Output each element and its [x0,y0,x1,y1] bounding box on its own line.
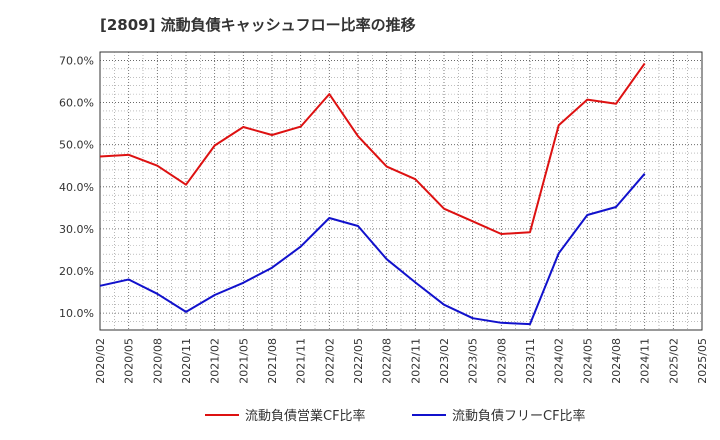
x-tick-label: 2022/11 [409,338,422,384]
x-axis: 2020/02 2020/05 2020/08 2020/11 2021/02 2021/… [94,338,709,384]
x-tick-label: 2024/02 [553,338,566,384]
x-tick-label: 2022/02 [323,338,336,384]
x-tick-label: 2020/11 [180,338,193,384]
x-tick-label: 2023/08 [495,338,508,384]
x-tick-label: 2020/05 [123,338,136,384]
y-tick-label: 30.0% [59,223,94,236]
x-tick-label: 2020/08 [151,338,164,384]
x-tick-label: 2021/11 [295,338,308,384]
x-tick-label: 2023/05 [467,338,480,384]
y-tick-label: 50.0% [59,139,94,152]
y-tick-label: 70.0% [59,54,94,67]
y-tick-label: 40.0% [59,181,94,194]
x-tick-label: 2021/02 [209,338,222,384]
series-line-operating-cf [99,62,646,235]
legend-label-operating-cf: 流動負債営業CF比率 [245,408,366,424]
x-tick-label: 2024/05 [581,338,594,384]
x-tick-label: 2025/02 [667,338,680,384]
x-tick-label: 2024/11 [639,338,652,384]
x-tick-label: 2022/05 [352,338,365,384]
y-tick-label: 60.0% [59,97,94,110]
x-tick-label: 2024/08 [610,338,623,384]
y-tick-label: 20.0% [59,265,94,278]
series-line-free-cf [99,173,646,326]
x-tick-label: 2023/02 [438,338,451,384]
x-tick-label: 2025/05 [696,338,709,384]
grid-lines [100,52,702,330]
y-axis: 10.0% 20.0% 30.0% 40.0% 50.0% 60.0% 70.0% [59,54,94,320]
x-tick-label: 2023/11 [524,338,537,384]
x-tick-label: 2021/05 [237,338,250,384]
legend: 流動負債営業CF比率 流動負債フリーCF比率 [205,408,586,424]
x-tick-label: 2021/08 [266,338,279,384]
series-lines [99,62,646,326]
y-tick-label: 10.0% [59,307,94,320]
legend-label-free-cf: 流動負債フリーCF比率 [452,408,586,424]
x-tick-label: 2022/08 [381,338,394,384]
x-tick-label: 2020/02 [94,338,107,384]
chart-title: [2809] 流動負債キャッシュフロー比率の推移 [100,16,416,34]
